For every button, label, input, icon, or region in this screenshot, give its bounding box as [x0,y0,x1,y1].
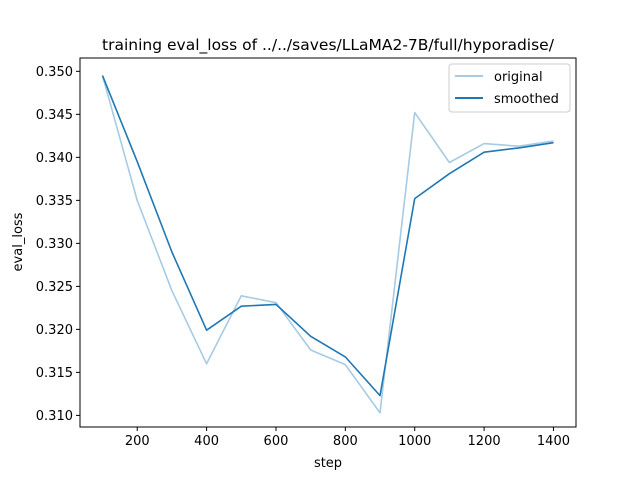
series-line-smoothed [101,75,554,397]
plot-lines [101,75,554,414]
y-tick-label: 0.320 [36,323,73,338]
y-tick-label: 0.335 [36,194,73,209]
y-axis-ticks: 0.310 0.315 0.320 0.325 0.330 0.335 0.340 0.345… [36,65,80,424]
y-tick-label: 0.350 [36,65,73,80]
y-tick-label: 0.310 [36,409,73,424]
legend: original smoothed [448,63,571,113]
legend-label-smoothed: smoothed [494,92,559,107]
x-tick-label: 800 [333,434,358,449]
y-tick-label: 0.345 [36,108,73,123]
legend-label-original: original [494,70,543,85]
series-line-original [101,75,554,414]
x-tick-label: 1400 [537,434,570,449]
y-tick-label: 0.330 [36,237,73,252]
y-axis-label: eval_loss [11,212,26,271]
x-tick-label: 1200 [468,434,501,449]
x-axis-label: step [314,456,342,471]
chart-title: training eval_loss of ../../saves/LLaMA2… [102,36,555,55]
y-tick-label: 0.315 [36,366,73,381]
x-axis-ticks: 200 400 600 800 1000 1200 1400 [125,427,570,449]
x-tick-label: 600 [264,434,289,449]
x-tick-label: 1000 [398,434,431,449]
x-tick-label: 200 [125,434,150,449]
y-tick-label: 0.325 [36,280,73,295]
axes-frame [79,57,577,428]
y-tick-label: 0.340 [36,151,73,166]
x-tick-label: 400 [194,434,219,449]
